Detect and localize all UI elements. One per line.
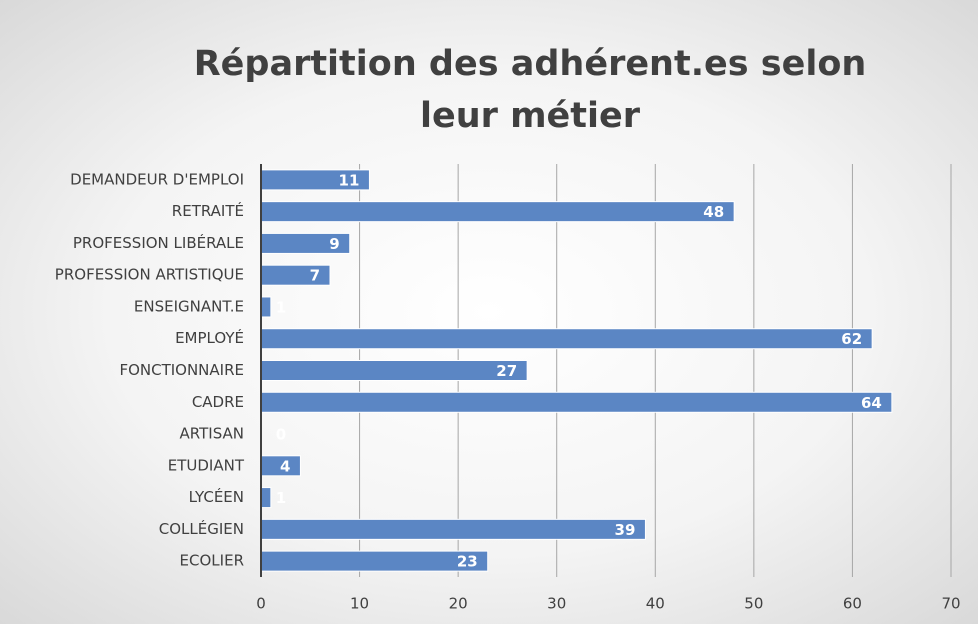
data-label: 64: [861, 394, 882, 412]
x-tick-label: 50: [744, 595, 763, 613]
y-tick-label: FONCTIONNAIRE: [119, 361, 244, 379]
bar: [260, 550, 489, 572]
data-label: 62: [841, 330, 862, 348]
bar: [260, 360, 528, 381]
data-label: 48: [703, 203, 724, 221]
data-label: 4: [280, 457, 290, 475]
bar: [260, 391, 893, 413]
y-tick-label: PROFESSION ARTISTIQUE: [55, 266, 244, 284]
x-tick-label: 0: [256, 595, 266, 613]
y-tick-label: CADRE: [192, 393, 244, 411]
y-tick-label: ARTISAN: [180, 425, 244, 443]
data-label: 39: [615, 521, 636, 539]
x-tick-label: 70: [941, 595, 960, 613]
data-label: 1: [276, 489, 286, 507]
x-tick-label: 30: [547, 595, 566, 613]
x-tick-label: 40: [646, 595, 665, 613]
y-tick-label: ECOLIER: [180, 552, 244, 570]
data-label: 7: [310, 267, 320, 285]
y-tick-label: RETRAITÉ: [172, 201, 244, 220]
bar: [260, 487, 272, 509]
data-label: 0: [276, 426, 286, 444]
data-label: 27: [496, 362, 517, 380]
y-tick-label: DEMANDEUR D'EMPLOI: [70, 170, 244, 188]
data-label: 9: [329, 235, 339, 253]
y-tick-label: PROFESSION LIBÉRALE: [73, 233, 244, 252]
x-tick-label: 60: [843, 595, 862, 613]
x-tick-label: 10: [350, 595, 369, 613]
data-label: 1: [276, 298, 286, 316]
data-label: 23: [457, 553, 478, 571]
bar: [260, 201, 735, 223]
y-tick-label: COLLÉGIEN: [159, 519, 244, 538]
bar: [260, 518, 646, 540]
chart-title: Répartition des adhérent.es selon leur m…: [193, 44, 867, 136]
y-tick-label: EMPLOYÉ: [175, 328, 244, 347]
x-tick-label: 20: [449, 595, 468, 613]
bar: [260, 296, 272, 318]
bar: [260, 328, 873, 350]
y-tick-label: ETUDIANT: [168, 456, 245, 474]
y-tick-label: ENSEIGNANT.E: [134, 297, 244, 315]
data-label: 11: [339, 171, 360, 189]
y-tick-label: LYCÉEN: [189, 487, 244, 506]
